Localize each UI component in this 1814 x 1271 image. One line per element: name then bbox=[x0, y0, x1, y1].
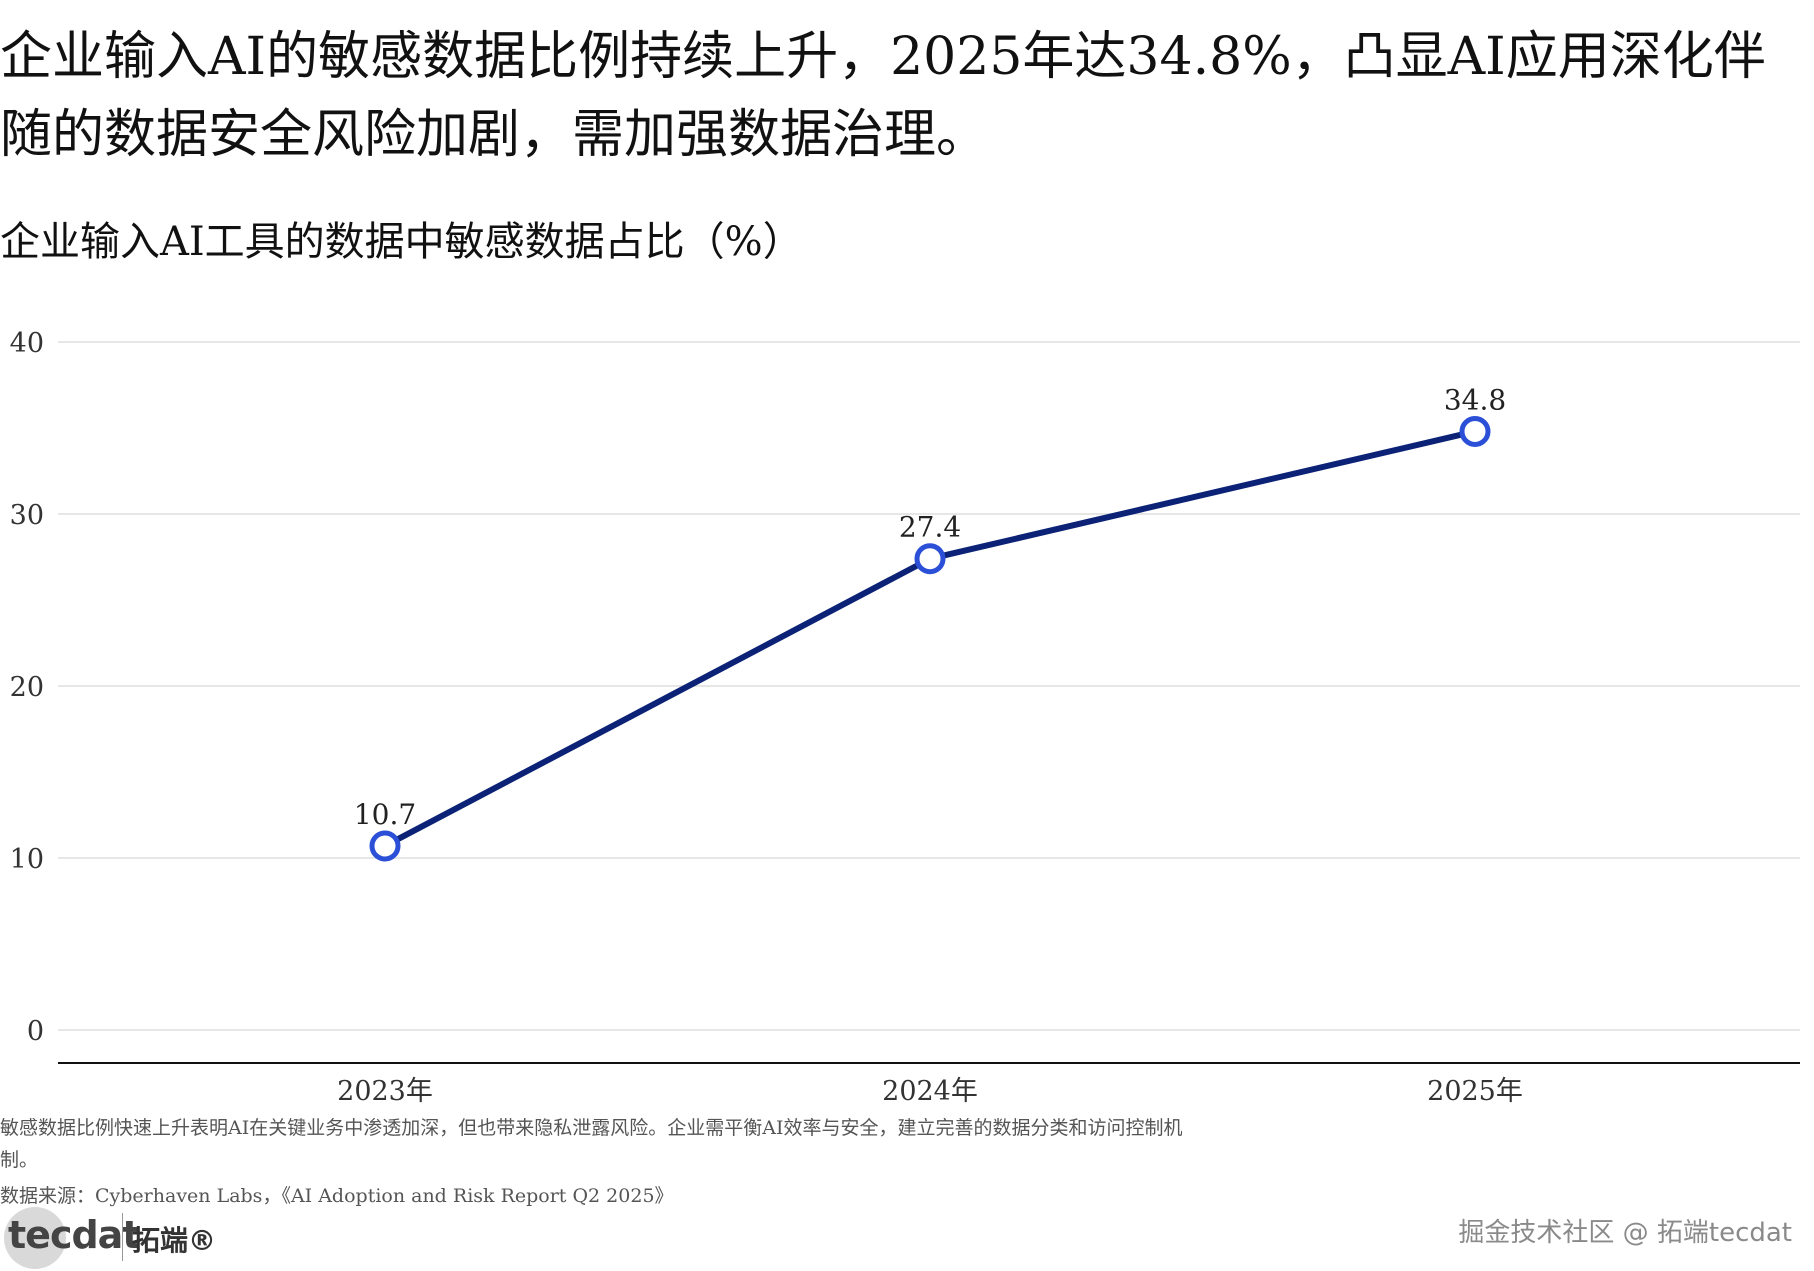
data-point-marker bbox=[369, 830, 401, 862]
brand-logo-word: tecdat bbox=[8, 1213, 140, 1257]
data-point-marker bbox=[914, 543, 946, 575]
data-label: 34.8 bbox=[1444, 383, 1506, 416]
y-tick-label: 10 bbox=[10, 844, 44, 875]
chart-subtitle: 企业输入AI工具的数据中敏感数据占比（%） bbox=[0, 219, 803, 265]
x-tick-label: 2023年 bbox=[337, 1076, 433, 1107]
watermark: 掘金技术社区 @ 拓端tecdat bbox=[1458, 1218, 1792, 1248]
brand-logo-circle bbox=[4, 1207, 66, 1269]
chart-note: 敏感数据比例快速上升表明AI在关键业务中渗透加深，但也带来隐私泄露风险。企业需平… bbox=[0, 1117, 1183, 1171]
data-source: 数据来源：Cyberhaven Labs，《AI Adoption and Ri… bbox=[0, 1185, 674, 1207]
data-label: 10.7 bbox=[354, 798, 416, 831]
headline: 企业输入AI的敏感数据比例持续上升，2025年达34.8%，凸显AI应用深化伴随… bbox=[0, 27, 1766, 165]
series-line bbox=[382, 428, 1478, 849]
y-tick-label: 40 bbox=[10, 328, 44, 359]
x-tick-label: 2024年 bbox=[882, 1076, 978, 1107]
data-point-marker bbox=[1459, 415, 1491, 447]
y-tick-label: 20 bbox=[10, 672, 44, 703]
data-label: 27.4 bbox=[899, 511, 961, 544]
brand-logo-cn: 拓端® bbox=[132, 1224, 217, 1257]
line-chart: 0 10 20 30 40 2023年 2024年 2025年 10.7 27.4 34.8 bbox=[10, 328, 1800, 1107]
brand-divider bbox=[122, 1213, 123, 1261]
y-tick-label: 0 bbox=[27, 1016, 44, 1047]
x-tick-label: 2025年 bbox=[1427, 1076, 1523, 1107]
y-tick-label: 30 bbox=[10, 500, 44, 531]
